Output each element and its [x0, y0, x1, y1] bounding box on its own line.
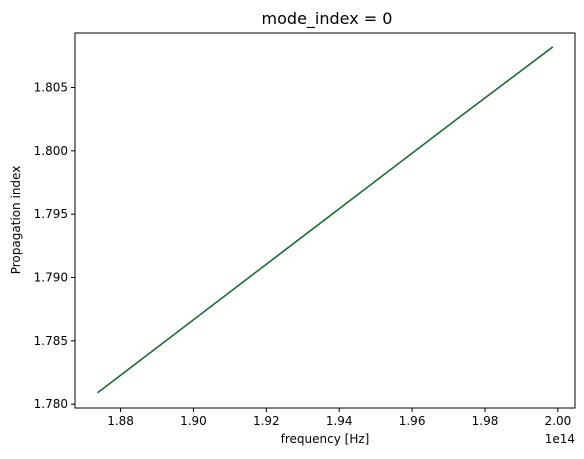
y-tick-label: 1.790 [34, 271, 68, 285]
y-tick-label: 1.805 [34, 80, 68, 94]
plot-area [74, 32, 576, 409]
y-tick-label: 1.795 [34, 207, 68, 221]
x-tick-label: 1.92 [253, 414, 280, 428]
y-axis-label: Propagation index [9, 166, 23, 275]
x-tick-label: 1.90 [180, 414, 207, 428]
plot-frame [74, 32, 576, 409]
x-tick-label: 1.96 [399, 414, 426, 428]
series-line [97, 46, 554, 394]
series-layer [97, 46, 554, 394]
y-tick-label: 1.800 [34, 144, 68, 158]
x-axis-offset-label: 1e14 [545, 432, 575, 446]
x-tick-label: 1.94 [326, 414, 353, 428]
y-axis: 1.780 1.785 1.790 1.795 1.800 1.805 [34, 80, 75, 411]
x-tick-label: 1.88 [107, 414, 134, 428]
chart-title: mode_index = 0 [262, 9, 393, 29]
x-tick-label: 2.00 [545, 414, 572, 428]
x-axis: 1.88 1.90 1.92 1.94 1.96 1.98 2.00 [107, 408, 571, 428]
x-axis-label: frequency [Hz] [281, 432, 370, 446]
y-tick-label: 1.780 [34, 397, 68, 411]
x-tick-label: 1.98 [472, 414, 499, 428]
y-tick-label: 1.785 [34, 334, 68, 348]
